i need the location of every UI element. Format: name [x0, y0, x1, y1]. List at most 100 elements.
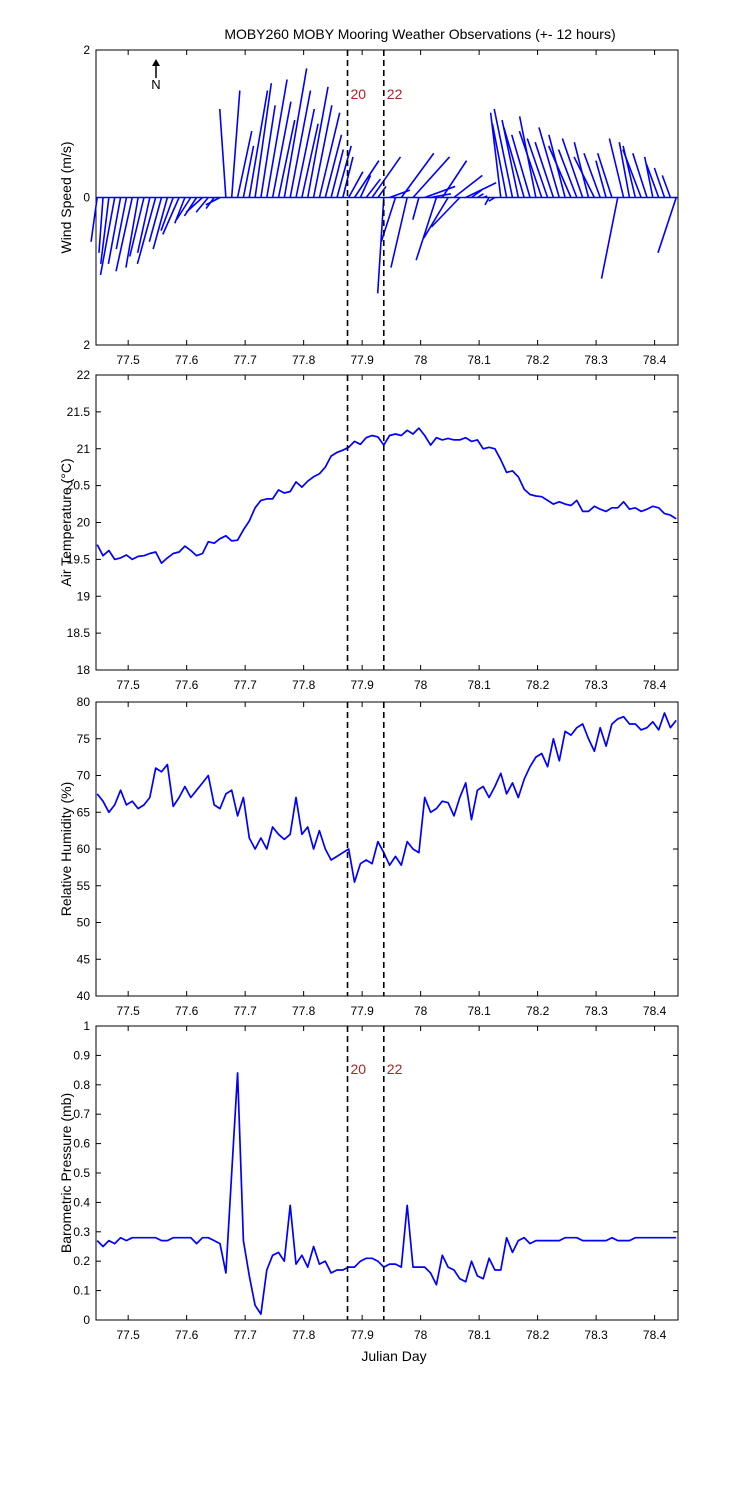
- wind-stick: [218, 108, 227, 198]
- x-tick-label: 78.2: [526, 1004, 550, 1018]
- wind-stick: [484, 197, 490, 206]
- wind-stick: [390, 197, 408, 268]
- relative-humidity-axis-label: Relative Humidity (%): [58, 782, 74, 917]
- wind-stick: [342, 156, 354, 198]
- wind-stick: [107, 197, 122, 265]
- x-tick-label: 77.9: [350, 353, 374, 367]
- wind-stick: [128, 197, 145, 257]
- x-tick-label: 78.4: [643, 678, 667, 692]
- y-tick-label: 0.2: [73, 1254, 90, 1268]
- wind-stick: [482, 195, 488, 199]
- y-tick-label: 19: [77, 589, 91, 603]
- wind-stick: [622, 149, 642, 198]
- y-tick-label: 75: [77, 732, 91, 746]
- x-tick-label: 78: [414, 1328, 428, 1342]
- y-tick-label: 2: [83, 338, 90, 352]
- y-tick-label: 60: [77, 842, 91, 856]
- x-tick-label: 77.6: [175, 678, 199, 692]
- plot-area: [95, 701, 679, 997]
- wind-stick: [371, 156, 402, 198]
- wind-speed-axis-label: Wind Speed (m/s): [58, 141, 74, 253]
- relative-humidity-panel: 77.5 77.6 77.7 77.8 77.9 78 78.1 78.2 78.3 78.4 80…: [58, 695, 679, 1018]
- wind-stick: [538, 127, 561, 198]
- y-tick-label: 18.5: [67, 626, 91, 640]
- y-tick-label: 18: [77, 663, 91, 677]
- wind-stick: [260, 105, 276, 198]
- time-marker-label: 20: [351, 86, 367, 102]
- wind-stick: [488, 196, 496, 202]
- north-label: N: [151, 77, 160, 92]
- y-tick-label: 50: [77, 916, 91, 930]
- wind-stick: [324, 134, 343, 198]
- wind-stick: [632, 153, 648, 198]
- wind-stick: [493, 108, 514, 198]
- y-tick-label: 0.7: [73, 1107, 90, 1121]
- y-tick-label: 1: [83, 1019, 90, 1033]
- x-tick-label: 77.9: [350, 1004, 374, 1018]
- north-arrow-head-icon: [152, 59, 160, 66]
- wind-stick: [195, 196, 209, 213]
- y-tick-label: 2: [83, 43, 90, 57]
- wind-stick: [295, 108, 316, 198]
- data-line: [96, 712, 677, 883]
- wind-stick: [412, 156, 451, 199]
- x-tick-label: 78.3: [584, 678, 608, 692]
- wind-stick: [557, 149, 578, 198]
- x-tick-label: 77.8: [292, 1328, 316, 1342]
- x-tick-label: 78.2: [526, 353, 550, 367]
- wind-stick: [430, 196, 461, 228]
- x-tick-label: 78.3: [584, 1004, 608, 1018]
- x-tick-label: 77.7: [233, 353, 257, 367]
- wind-stick: [653, 167, 666, 198]
- wind-stick: [318, 112, 341, 198]
- x-axis-label: Julian Day: [361, 1348, 426, 1364]
- x-tick-label: 78.3: [584, 353, 608, 367]
- x-tick-label: 77.9: [350, 1328, 374, 1342]
- wind-stick: [424, 185, 456, 199]
- wind-stick: [99, 197, 116, 276]
- x-tick-label: 78: [414, 1004, 428, 1018]
- x-tick-label: 77.7: [233, 1328, 257, 1342]
- y-tick-label: 0.5: [73, 1166, 90, 1180]
- wind-stick: [595, 160, 607, 198]
- wind-stick: [248, 90, 269, 198]
- wind-stick: [415, 197, 438, 261]
- y-tick-label: 0.9: [73, 1048, 90, 1062]
- wind-stick: [518, 130, 543, 198]
- x-tick-label: 77.7: [233, 678, 257, 692]
- wind-stick: [271, 101, 292, 198]
- x-tick-label: 78.1: [467, 353, 491, 367]
- x-tick-label: 77.6: [175, 1004, 199, 1018]
- wind-stick: [441, 160, 468, 198]
- wind-stick: [643, 156, 654, 198]
- x-tick-label: 77.6: [175, 353, 199, 367]
- wind-stick: [136, 197, 157, 265]
- wind-stick: [98, 197, 104, 253]
- wind-stick: [376, 197, 385, 294]
- y-tick-label: 0: [83, 191, 90, 205]
- y-tick-label: 0.6: [73, 1137, 90, 1151]
- wind-stick: [645, 164, 660, 198]
- x-tick-label: 77.8: [292, 1004, 316, 1018]
- x-tick-label: 78.4: [643, 1328, 667, 1342]
- y-tick-label: 0.1: [73, 1284, 90, 1298]
- data-line: [96, 427, 677, 564]
- wind-stick: [353, 160, 380, 198]
- time-marker-label: 22: [387, 1061, 403, 1077]
- x-tick-label: 77.5: [116, 678, 140, 692]
- y-tick-label: 65: [77, 805, 91, 819]
- wind-stick: [125, 197, 139, 268]
- x-tick-label: 78: [414, 678, 428, 692]
- wind-stick: [412, 197, 420, 220]
- wind-stick: [277, 119, 296, 198]
- wind-stick: [162, 197, 180, 235]
- x-tick-label: 78.2: [526, 1328, 550, 1342]
- x-tick-label: 78.1: [467, 1004, 491, 1018]
- wind-stick: [336, 145, 352, 198]
- wind-stick: [242, 145, 255, 198]
- wind-stick: [115, 197, 134, 272]
- y-tick-label: 80: [77, 695, 91, 709]
- x-tick-label: 78.3: [584, 1328, 608, 1342]
- figure-title: MOBY260 MOBY Mooring Weather Observation…: [224, 26, 615, 42]
